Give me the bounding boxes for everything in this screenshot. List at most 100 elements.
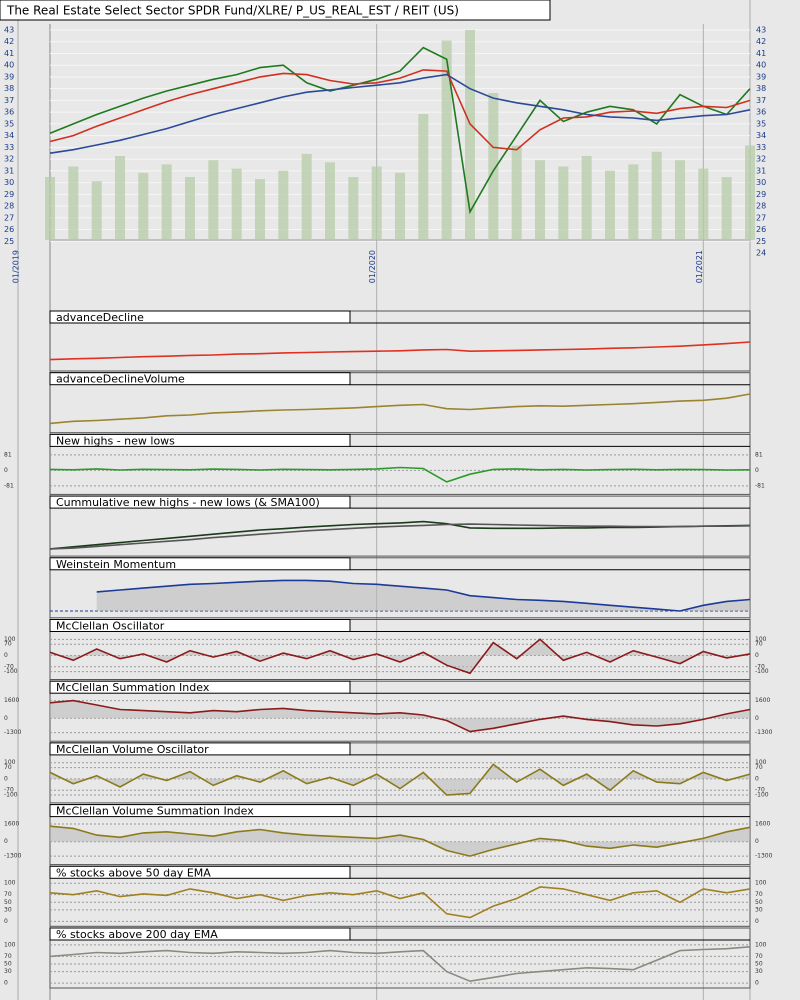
y-tick-label: 70 [4,953,12,960]
y2-tick-label: 70 [755,764,763,771]
volume-bar [301,153,312,240]
volume-bar [161,164,172,240]
y-tick-label: 30 [4,906,12,913]
y2-tick-label: 38 [756,84,766,93]
y-tick-label: 42 [4,37,14,46]
y2-tick-label: -100 [755,668,769,675]
y2-tick-label: 0 [755,467,759,474]
panel-title-box [49,557,351,571]
y-tick-label: 100 [4,941,16,948]
y2-tick-label: 0 [755,715,759,722]
y-tick-label: 41 [4,49,14,58]
indicator-line [49,393,751,425]
x-tick-label: 01/2019 [12,250,21,283]
panel-title: advanceDeclineVolume [56,373,185,386]
y-tick-label: 34 [4,131,14,140]
panel-title: Weinstein Momentum [56,558,176,571]
y2-tick-label: 100 [755,759,767,766]
y2-tick-label: 40 [756,61,766,70]
volume-bar [208,160,219,240]
y2-tick-label: 32 [756,155,766,164]
panel-frame [49,865,751,927]
volume-bar [91,181,102,240]
y2-tick-label: 39 [756,72,766,81]
y2-tick-label: 30 [755,906,763,913]
panel-title: advanceDecline [56,311,144,324]
y-tick-label: 0 [4,918,8,925]
y2-tick-label: 1600 [755,697,770,704]
x-tick-label: 01/2020 [368,250,377,283]
y-tick-label: 35 [4,119,14,128]
y-tick-label: 29 [4,190,14,199]
y2-tick-label: 27 [756,213,766,222]
price-line [49,46,751,215]
y2-tick-label: 31 [756,166,766,175]
panel-title: % stocks above 200 day EMA [56,928,218,941]
indicator-line [49,946,751,983]
y-tick-label: 0 [4,980,8,987]
y-tick-label: -100 [4,668,18,675]
panel-frame [49,557,751,619]
volume-bar [651,151,662,240]
y2-tick-label: 29 [756,190,766,199]
volume-bar [348,177,359,240]
y2-tick-label: 0 [755,838,759,845]
y2-tick-label: 30 [755,968,763,975]
volume-bar [465,30,475,240]
panel-title: McClellan Volume Oscillator [56,743,209,756]
y-tick-label: 50 [4,899,12,906]
panel-title-box [49,742,351,756]
y2-tick-label: 0 [755,918,759,925]
y-tick-label: 33 [4,143,14,152]
panel-title-box [49,619,351,632]
y-tick-label: -70 [4,663,14,670]
panel-title-box [49,865,351,879]
y2-tick-label: 81 [755,451,763,458]
y-tick-label: -70 [4,787,14,794]
y-tick-label: 25 [4,237,14,246]
y-tick-label: 27 [4,213,14,222]
y2-tick-label: 1600 [755,821,770,828]
y-tick-label: 100 [4,759,16,766]
y2-tick-label: -1300 [755,853,773,860]
y-tick-label: 30 [4,178,14,187]
panel-title-box [49,310,351,324]
volume-bar [675,160,685,240]
y2-tick-label: 35 [756,119,766,128]
y2-tick-label: 100 [755,880,767,887]
volume-bar [185,177,195,240]
y2-tick-label: 37 [756,96,766,105]
y2-tick-label: -70 [755,663,765,670]
y2-tick-label: 41 [756,49,766,58]
x-tick-label: 01/2021 [695,250,704,283]
area [50,764,750,796]
y-tick-label: 30 [4,968,12,975]
y-tick-label: 100 [4,880,16,887]
y2-tick-label: 100 [755,636,767,643]
indicator-line [49,523,751,550]
y2-tick-label: 70 [755,953,763,960]
y2-tick-label: 50 [755,961,763,968]
volume-bar [721,177,732,240]
volume-bar [698,168,709,240]
y-tick-label: 0 [4,838,8,845]
volume-bar [371,166,382,240]
indicator-line [49,638,751,675]
y-tick-label: 70 [4,891,12,898]
volume-bar [488,93,499,240]
y-tick-label: 70 [4,641,12,648]
y2-tick-label: 33 [756,143,766,152]
y-tick-label: 43 [4,26,14,35]
panel-title: McClellan Summation Index [56,681,210,694]
panel-frame [49,372,751,434]
y2-tick-label: 70 [755,641,763,648]
indicator-line [96,579,751,612]
y2-tick-label: 0 [755,652,759,659]
y2-tick-label: 0 [755,775,759,782]
volume-bar [605,170,615,240]
y-tick-label: 50 [4,961,12,968]
indicator-line [49,763,751,796]
y-tick-label: 100 [4,636,16,643]
volume-bar [745,145,755,240]
